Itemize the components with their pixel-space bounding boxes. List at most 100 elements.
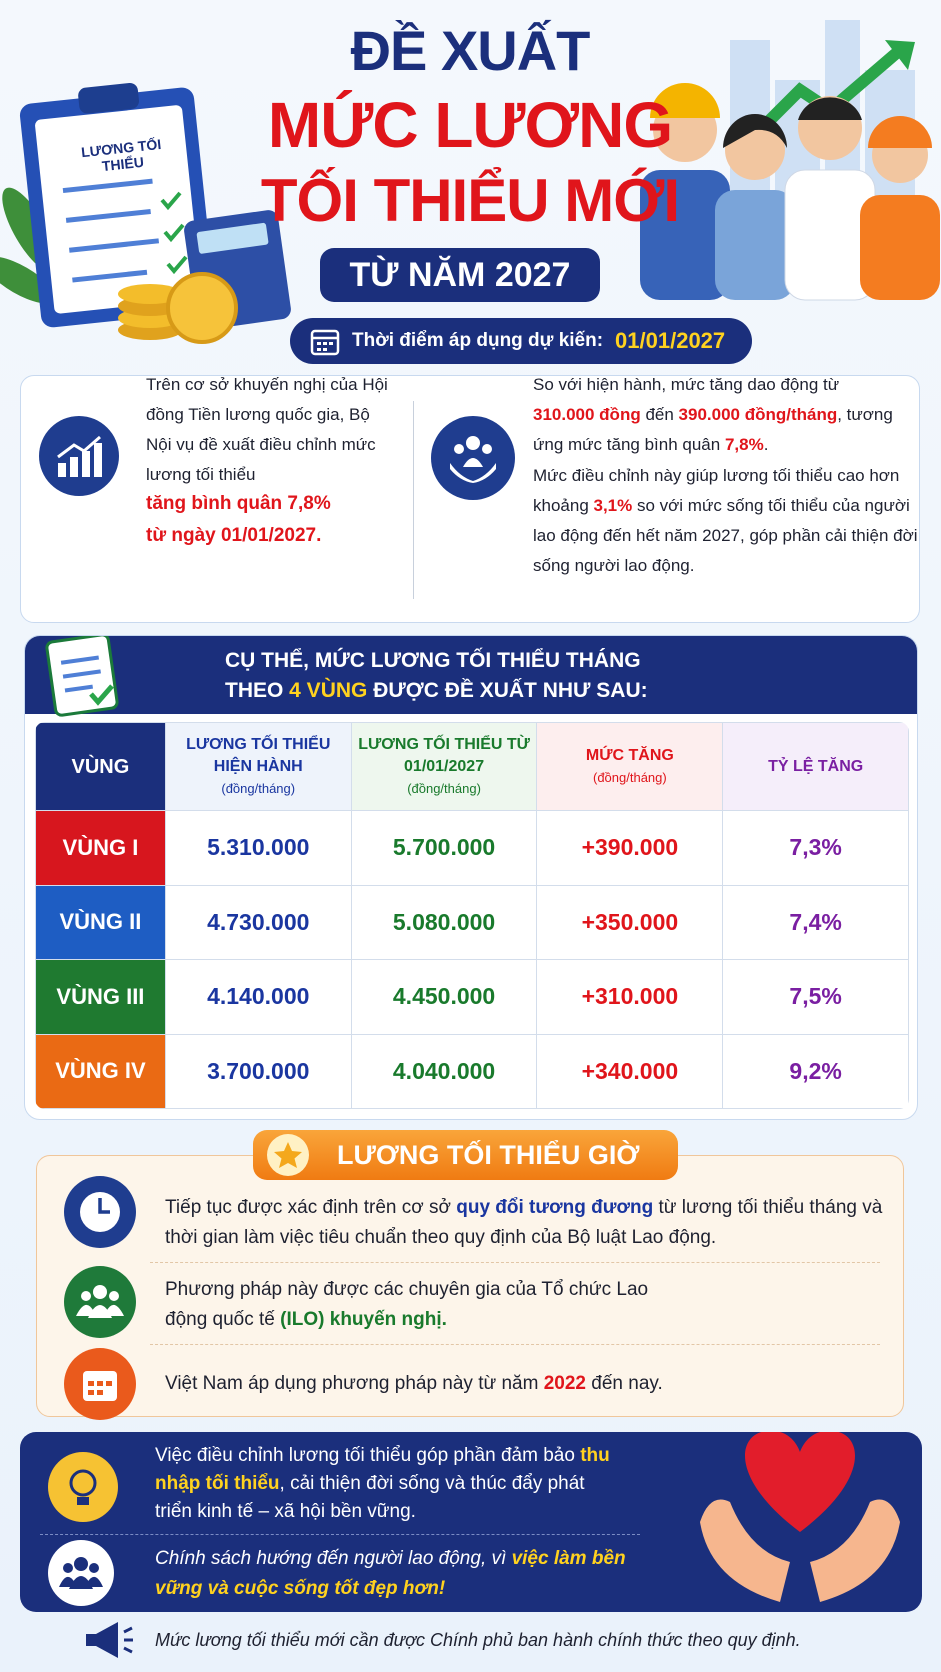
- highlight: (ILO) khuyến nghị.: [280, 1309, 447, 1330]
- text: Chính sách hướng đến người lao động, vì: [155, 1548, 512, 1569]
- intro-card: Trên cơ sở khuyến nghị của Hội đồng Tiền…: [20, 375, 920, 623]
- value-cell: 4.140.000: [164, 959, 352, 1035]
- highlight: thu nhập tối thiểu: [155, 1445, 610, 1494]
- highlight: 2022: [543, 1373, 587, 1394]
- value-cell: 4.450.000: [350, 959, 538, 1035]
- hourly-item: Việt Nam áp dụng phương pháp này từ năm …: [165, 1369, 885, 1399]
- megaphone-icon: [86, 1622, 133, 1658]
- text: Phương pháp này được các chuyên gia của …: [165, 1279, 649, 1330]
- table-row: VÙNG II 4.730.000 5.080.000 +350.000 7,4%: [35, 884, 909, 960]
- highlight: 390.000 đồng/tháng: [678, 405, 838, 424]
- intro-left-text: Trên cơ sở khuyến nghị của Hội đồng Tiền…: [146, 375, 388, 484]
- clock-icon: [64, 1176, 136, 1248]
- title-line2: MỨC LƯƠNG: [267, 89, 673, 161]
- highlight: quy đổi tương đương: [456, 1197, 654, 1218]
- region-cell: VÙNG IV: [35, 1033, 166, 1109]
- text: so với mức sống tối thiểu của người lao …: [533, 496, 918, 575]
- column-title: LƯƠNG TỐI THIỂU TỪ 01/01/2027: [358, 735, 530, 775]
- text: đến nay.: [586, 1373, 663, 1394]
- people-icon: [431, 416, 515, 500]
- table-title-line1: CỤ THỂ, MỨC LƯƠNG TỐI THIỂU THÁNG: [225, 649, 641, 672]
- clipboard: [19, 83, 216, 328]
- text: đến: [640, 405, 679, 424]
- value-cell: 7,5%: [722, 959, 909, 1035]
- table-row: VÙNG III 4.140.000 4.450.000 +310.000 7,5%: [35, 959, 909, 1035]
- team-icon: [48, 1540, 114, 1606]
- value-cell: 5.080.000: [350, 884, 538, 960]
- wage-table: VÙNG LƯƠNG TỐI THIỂU HIỆN HÀNH (đồng/tháng…: [35, 722, 909, 1109]
- value-cell: 5.700.000: [350, 810, 538, 886]
- table-wrap: VÙNG LƯƠNG TỐI THIỂU HIỆN HÀNH (đồng/tháng…: [35, 722, 909, 1109]
- column-header: MỨC TĂNG (đồng/tháng): [536, 722, 724, 811]
- highlight: 310.000 đồng: [533, 405, 641, 424]
- value-cell: +350.000: [536, 884, 724, 960]
- checklist-icon: [45, 636, 119, 717]
- value-cell: 5.310.000: [164, 810, 352, 886]
- text: Tiếp tục được xác định trên cơ sở: [165, 1197, 457, 1218]
- column-header: TỶ LỆ TĂNG: [722, 722, 909, 811]
- workers: [640, 83, 940, 301]
- header-art: [0, 20, 940, 344]
- hourly-item: Phương pháp này được các chuyên gia của …: [165, 1275, 665, 1335]
- table-header-band: [25, 636, 917, 714]
- text: So với hiện hành, mức tăng dao động từ: [533, 375, 840, 394]
- column-header: LƯƠNG TỐI THIỂU TỪ 01/01/2027 (đồng/tháng…: [350, 722, 538, 811]
- hourly-title: LƯƠNG TỐI THIỂU GIỜ: [337, 1139, 640, 1170]
- chart-icon: [39, 416, 119, 496]
- text: , tương ứng mức tăng bình quân: [533, 405, 893, 454]
- intro-right-p2: Mức điều chỉnh này giúp lương tối thiểu …: [533, 461, 918, 581]
- table-title-line2: THEO 4 VÙNG ĐƯỢC ĐỀ XUẤT NHƯ SAU:: [225, 676, 648, 706]
- table-section: CỤ THỂ, MỨC LƯƠNG TỐI THIỂU THÁNG THEO 4…: [24, 635, 918, 1120]
- highlight: 4 VÙNG: [289, 679, 368, 702]
- value-cell: 4.730.000: [164, 884, 352, 960]
- coins: [118, 272, 238, 344]
- text: từ lương tối thiểu tháng và thời gian là…: [165, 1197, 883, 1248]
- text: Mức điều chỉnh này giúp lương tối thiểu …: [533, 466, 900, 515]
- intro-left-highlight: tăng bình quân 7,8% từ ngày 01/01/2027.: [146, 493, 331, 546]
- text: .: [763, 435, 769, 454]
- bulb-icon: [48, 1452, 118, 1522]
- region-cell: VÙNG II: [35, 884, 166, 960]
- separator: [150, 1344, 880, 1345]
- column-title: VÙNG: [71, 755, 130, 778]
- highlight: việc làm bền vững và cuộc sống tốt đẹp h…: [155, 1548, 626, 1599]
- closing-box: Việc điều chỉnh lương tối thiểu góp phần…: [20, 1432, 922, 1612]
- table-row: VÙNG IV 3.700.000 4.040.000 +340.000 9,2%: [35, 1033, 909, 1109]
- title-line1: ĐỀ XUẤT: [350, 19, 591, 82]
- value-cell: 7,3%: [722, 810, 909, 886]
- highlight: 3,1%: [593, 496, 633, 515]
- table-title: CỤ THỂ, MỨC LƯƠNG TỐI THIỂU THÁNG THEO 4…: [225, 646, 648, 706]
- separator: [40, 1534, 640, 1535]
- hourly-title-pill: LƯƠNG TỐI THIỂU GIỜ: [253, 1130, 678, 1180]
- closing-item: Chính sách hướng đến người lao động, vì …: [155, 1544, 655, 1604]
- value-cell: 3.700.000: [164, 1033, 352, 1109]
- value-cell: +310.000: [536, 959, 724, 1035]
- text: ĐƯỢC ĐỀ XUẤT NHƯ SAU:: [367, 679, 648, 702]
- column-unit: (đồng/tháng): [407, 780, 481, 796]
- value-cell: +340.000: [536, 1033, 724, 1109]
- text: Việt Nam áp dụng phương pháp này từ năm: [165, 1373, 544, 1394]
- column-unit: (đồng/tháng): [221, 780, 296, 796]
- value-cell: +390.000: [536, 810, 724, 886]
- highlight: 7,8%: [724, 435, 764, 454]
- separator: [150, 1262, 880, 1263]
- column-title: MỨC TĂNG: [585, 746, 674, 764]
- column-header: LƯƠNG TỐI THIỂU HIỆN HÀNH (đồng/tháng): [164, 722, 352, 811]
- date-value: 01/01/2027: [615, 328, 726, 353]
- intro-right-p1: So với hiện hành, mức tăng dao động từ 3…: [533, 370, 903, 460]
- table-row: VÙNG I 5.310.000 5.700.000 +390.000 7,3%: [35, 810, 909, 886]
- date-label: Thời điểm áp dụng dự kiến:: [352, 330, 604, 351]
- arrow-head: [885, 40, 915, 70]
- hourly-item: Tiếp tục được xác định trên cơ sở quy đổ…: [165, 1193, 885, 1253]
- title-line3: TỐI THIỂU MỚI: [260, 167, 680, 234]
- value-cell: 9,2%: [722, 1033, 909, 1109]
- calendar-icon: [310, 329, 340, 356]
- value-cell: 7,4%: [722, 884, 909, 960]
- heart-hands: [700, 1432, 900, 1602]
- region-cell: VÙNG I: [35, 810, 166, 886]
- column-title: LƯƠNG TỐI THIỂU HIỆN HÀNH: [186, 735, 331, 775]
- column-header: VÙNG: [35, 722, 166, 811]
- column-title: TỶ LỆ TĂNG: [768, 757, 864, 775]
- header-row: VÙNG LƯƠNG TỐI THIỂU HIỆN HÀNH (đồng/tháng…: [35, 722, 909, 811]
